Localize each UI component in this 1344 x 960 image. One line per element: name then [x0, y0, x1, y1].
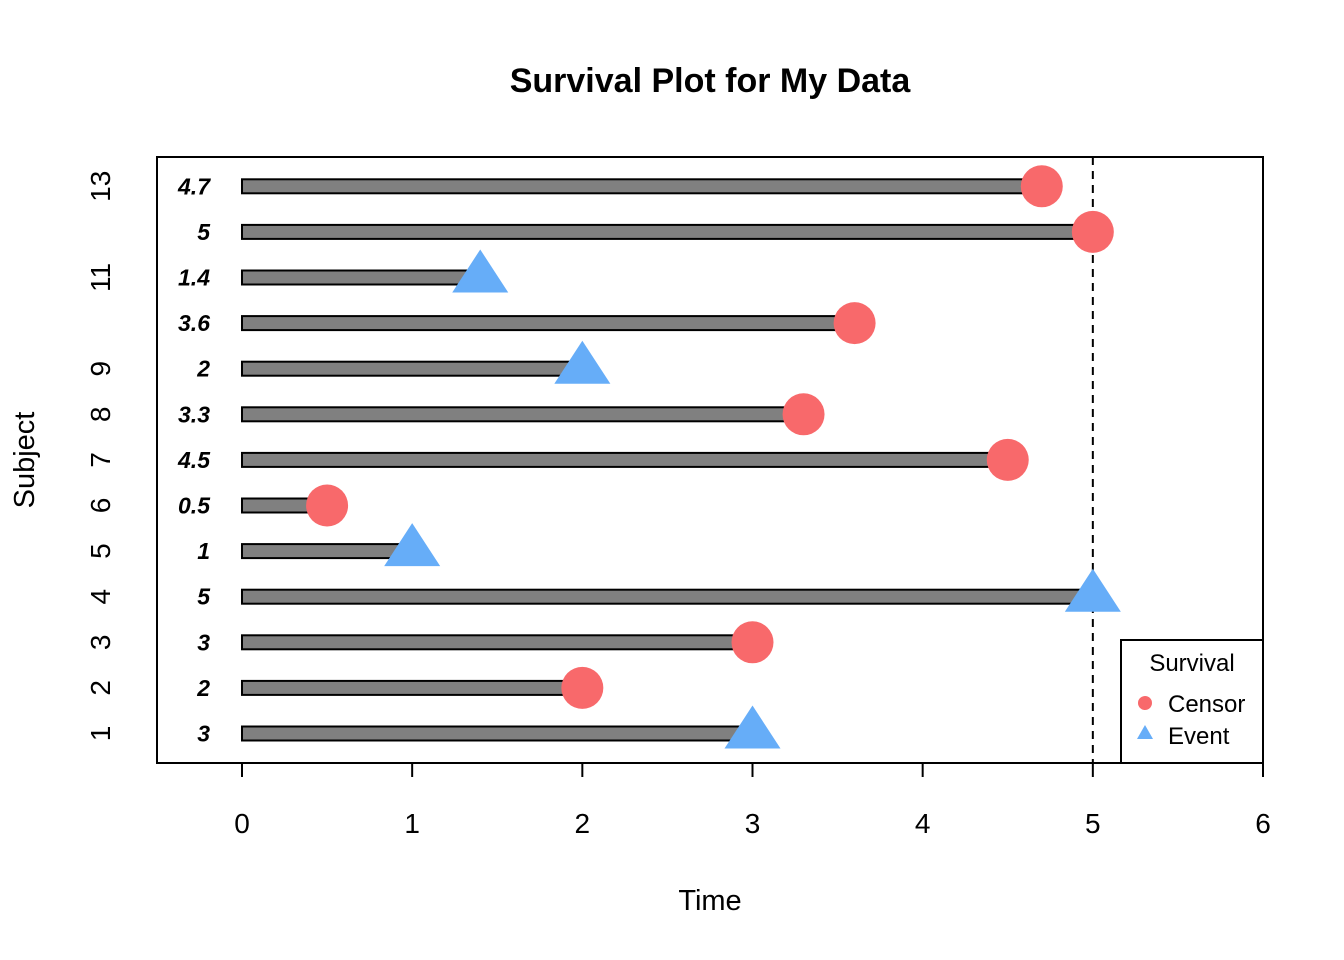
chart-title: Survival Plot for My Data — [510, 62, 912, 100]
y-axis-title: Subject — [9, 412, 41, 509]
value-label-subject-6: 0.5 — [178, 493, 211, 519]
censor-marker-subject-6 — [306, 484, 349, 527]
event-marker-subject-5 — [384, 523, 441, 567]
value-label-subject-13: 4.7 — [177, 173, 211, 199]
x-tick-label-1: 1 — [404, 808, 420, 839]
bar-subject-9 — [241, 360, 584, 377]
bar-subject-2 — [241, 679, 584, 696]
markers-group — [306, 165, 1121, 749]
censor-marker-subject-3 — [731, 621, 774, 664]
bar-subject-1 — [241, 725, 754, 742]
bar-subject-3 — [241, 634, 754, 651]
value-label-subject-1: 3 — [197, 721, 210, 747]
event-marker-subject-9 — [554, 340, 611, 384]
y-tick-label-9: 9 — [85, 361, 116, 377]
censor-marker-subject-10 — [833, 302, 876, 345]
bar-subject-12 — [241, 223, 1094, 240]
bar-subject-10 — [241, 315, 856, 332]
value-labels-group: 3 2 3 5 1 0.5 4.5 3.3 2 3.6 1.4 5 4.7 — [177, 173, 211, 746]
value-label-subject-8: 3.3 — [178, 401, 210, 427]
x-tick-label-3: 3 — [745, 808, 761, 839]
censor-marker-subject-7 — [986, 438, 1029, 481]
y-tick-label-2: 2 — [85, 680, 116, 696]
value-label-subject-5: 1 — [197, 538, 210, 564]
x-tick-label-5: 5 — [1085, 808, 1101, 839]
y-tick-label-11: 11 — [85, 263, 116, 292]
value-label-subject-4: 5 — [197, 584, 211, 610]
bar-subject-5 — [241, 543, 414, 560]
censor-marker-subject-8 — [782, 393, 825, 436]
y-tick-label-1: 1 — [85, 726, 116, 742]
censor-marker-subject-12 — [1071, 210, 1114, 253]
y-tick-label-3: 3 — [85, 635, 116, 651]
y-tick-label-8: 8 — [85, 407, 116, 423]
event-marker-subject-1 — [724, 705, 781, 749]
bar-subject-7 — [241, 451, 1009, 468]
value-label-subject-11: 1.4 — [178, 265, 210, 291]
x-tick-label-4: 4 — [915, 808, 931, 839]
x-axis: 0 1 2 3 4 5 6 — [234, 762, 1271, 839]
x-axis-title: Time — [678, 885, 741, 917]
value-label-subject-10: 3.6 — [178, 310, 210, 336]
event-marker-subject-4 — [1064, 568, 1121, 612]
bar-subject-8 — [241, 406, 805, 423]
value-label-subject-9: 2 — [196, 356, 210, 382]
legend-censor-marker — [1138, 696, 1152, 710]
value-label-subject-2: 2 — [196, 675, 210, 701]
y-tick-label-4: 4 — [85, 589, 116, 605]
legend-censor-label: Censor — [1168, 691, 1245, 718]
censor-marker-subject-2 — [561, 666, 604, 709]
y-axis: 1 2 3 4 5 6 7 8 9 11 13 — [85, 171, 116, 742]
value-label-subject-3: 3 — [197, 629, 210, 655]
x-tick-label-6: 6 — [1255, 808, 1271, 839]
value-label-subject-7: 4.5 — [177, 447, 211, 473]
legend-event-label: Event — [1168, 723, 1230, 750]
y-tick-label-5: 5 — [85, 543, 116, 559]
legend: Survival Censor Event — [1120, 639, 1264, 764]
x-tick-label-2: 2 — [575, 808, 591, 839]
x-tick-label-0: 0 — [234, 808, 250, 839]
censor-marker-subject-13 — [1020, 165, 1063, 208]
bar-subject-13 — [241, 178, 1043, 195]
value-label-subject-12: 5 — [197, 219, 211, 245]
y-tick-label-6: 6 — [85, 498, 116, 514]
event-marker-subject-11 — [452, 249, 509, 293]
y-tick-label-7: 7 — [85, 452, 116, 468]
bar-subject-4 — [241, 588, 1094, 605]
legend-title: Survival — [1149, 650, 1234, 677]
bar-subject-11 — [241, 269, 482, 286]
y-tick-label-13: 13 — [85, 171, 116, 202]
legend-event-marker — [1137, 725, 1153, 739]
